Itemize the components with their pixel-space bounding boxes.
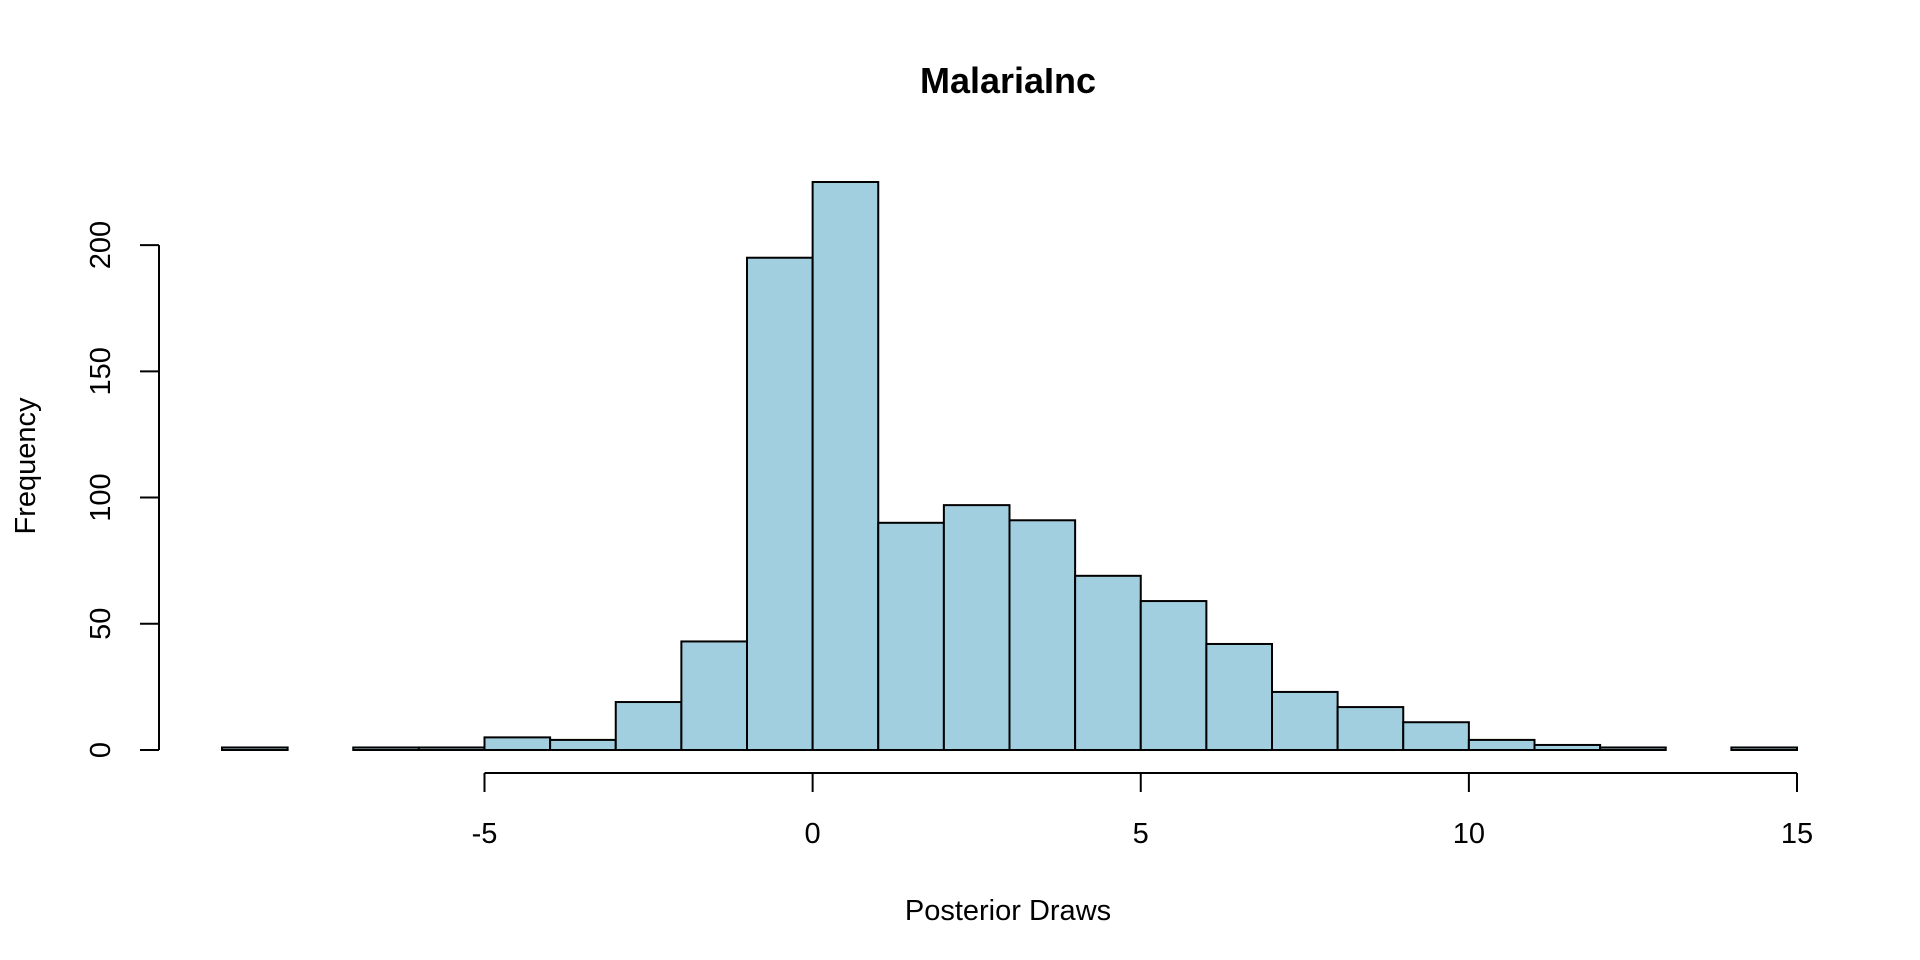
histogram-bar — [614, 701, 683, 752]
histogram-bar — [1730, 746, 1798, 752]
histogram-bar — [680, 640, 748, 752]
y-axis-label: Frequency — [10, 397, 42, 535]
y-tick-label: 100 — [85, 473, 117, 521]
x-tick-label: 5 — [1133, 818, 1149, 850]
histogram-bar — [1599, 746, 1667, 752]
y-tick-label: 50 — [85, 608, 117, 640]
x-tick-label: 10 — [1453, 818, 1485, 850]
histogram-bar — [1402, 721, 1470, 752]
x-tick-label: 0 — [805, 818, 821, 850]
histogram-bar — [1533, 743, 1602, 751]
histogram-bar — [1271, 690, 1339, 752]
histogram-bar — [746, 256, 814, 751]
x-tick-label: -5 — [472, 818, 498, 850]
histogram-bar — [811, 181, 880, 751]
bars-group — [221, 181, 1798, 752]
histogram-bar — [1074, 574, 1142, 752]
x-tick-label: 15 — [1781, 818, 1813, 850]
histogram-bar — [549, 738, 617, 751]
histogram-bar — [877, 521, 945, 751]
x-axis: -5 0 5 10 15 — [472, 772, 1813, 850]
histogram-bar — [1336, 706, 1405, 752]
histogram-bar — [942, 504, 1011, 751]
histogram-bar — [1008, 519, 1077, 752]
histogram-bar — [417, 746, 486, 752]
y-tick-label: 150 — [85, 347, 117, 395]
chart-title: MalariaInc — [920, 60, 1096, 101]
histogram-bar — [483, 736, 552, 752]
histogram-bar — [352, 746, 420, 752]
histogram-bar — [1139, 600, 1208, 752]
x-axis-label: Posterior Draws — [905, 895, 1111, 927]
y-tick-label: 0 — [85, 742, 117, 758]
histogram-bar — [221, 746, 289, 752]
histogram-bar — [1205, 642, 1273, 751]
histogram-bar — [1467, 738, 1536, 751]
y-axis: 0 50 100 150 200 — [85, 221, 160, 758]
y-tick-label: 200 — [85, 221, 117, 269]
